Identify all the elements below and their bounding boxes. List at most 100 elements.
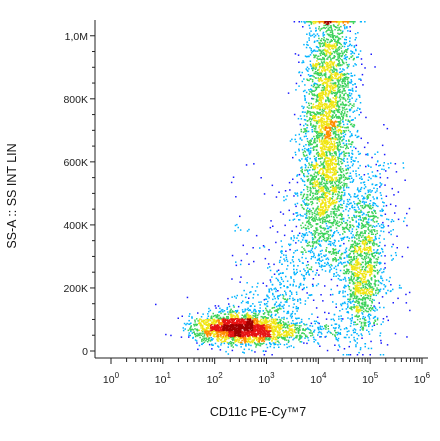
data-point (300, 21, 303, 23)
data-point (314, 231, 316, 234)
data-point (282, 329, 284, 332)
data-point (338, 54, 340, 57)
data-point (306, 210, 308, 213)
data-point (205, 340, 207, 342)
data-point (314, 183, 316, 186)
data-point (309, 245, 312, 247)
data-point (341, 70, 343, 73)
data-point (380, 247, 383, 250)
data-point (241, 343, 244, 345)
data-point (336, 91, 339, 93)
data-point (301, 246, 303, 248)
data-point (304, 158, 307, 161)
data-point (313, 72, 316, 75)
data-point (323, 144, 325, 146)
data-point (376, 260, 378, 263)
data-point (318, 41, 320, 44)
data-point (356, 56, 358, 59)
data-point (336, 142, 338, 144)
data-point (224, 338, 226, 340)
data-point (347, 147, 349, 149)
data-point (331, 69, 334, 71)
data-point (339, 333, 342, 335)
data-point (330, 138, 332, 140)
data-point (336, 54, 339, 56)
data-point (297, 298, 299, 301)
data-point (296, 215, 298, 217)
data-point (308, 244, 310, 246)
data-point (354, 211, 357, 213)
data-point (332, 199, 334, 202)
data-point (261, 316, 264, 318)
data-point (365, 273, 367, 275)
data-point (296, 293, 298, 295)
data-point (208, 310, 210, 313)
data-point (303, 43, 305, 46)
data-point (274, 343, 277, 346)
data-point (347, 200, 349, 203)
data-point (292, 306, 295, 309)
data-point (337, 121, 339, 123)
data-point (195, 340, 198, 342)
data-point (337, 49, 339, 52)
data-point (328, 34, 330, 37)
data-point (304, 303, 306, 305)
data-point (362, 242, 364, 244)
data-point (332, 193, 334, 195)
data-point (336, 145, 339, 147)
data-point (354, 331, 356, 334)
data-point (341, 82, 344, 85)
data-point (251, 349, 253, 352)
data-point (352, 273, 354, 275)
data-point (194, 328, 196, 330)
data-point (355, 173, 357, 175)
data-point (345, 336, 347, 339)
data-point (328, 55, 331, 58)
data-point (338, 56, 341, 58)
data-point (324, 228, 327, 230)
data-point (343, 77, 345, 79)
data-point (295, 141, 297, 143)
data-point (285, 256, 288, 259)
data-point (379, 176, 382, 179)
data-point (296, 237, 298, 239)
data-point (334, 335, 336, 337)
data-point (312, 183, 314, 185)
data-point (342, 170, 345, 172)
data-point (358, 254, 361, 257)
data-point (338, 327, 340, 329)
data-point (345, 49, 347, 51)
data-point (316, 190, 318, 192)
data-point (372, 229, 374, 231)
data-point (217, 338, 219, 340)
data-point (329, 237, 331, 240)
data-point (368, 284, 371, 286)
data-point (333, 213, 336, 215)
data-point (301, 332, 303, 334)
data-point (306, 21, 308, 23)
data-point (343, 131, 346, 133)
data-point (345, 226, 348, 228)
data-point (310, 21, 312, 24)
data-point (368, 308, 371, 311)
data-point (335, 133, 337, 136)
data-point (341, 204, 343, 206)
data-point (328, 78, 330, 81)
data-point (302, 107, 305, 110)
data-point (326, 190, 328, 192)
data-point (350, 202, 352, 204)
data-point (320, 66, 322, 68)
data-point (244, 317, 246, 320)
data-point (390, 162, 392, 164)
data-point (390, 221, 393, 223)
data-point (359, 281, 362, 283)
data-point (360, 211, 363, 213)
data-point (340, 199, 342, 202)
data-point (230, 314, 233, 316)
data-point (351, 52, 354, 54)
data-point (336, 259, 338, 261)
data-point (330, 92, 333, 95)
data-point (348, 279, 351, 282)
data-point (377, 279, 379, 282)
data-point (302, 195, 305, 198)
